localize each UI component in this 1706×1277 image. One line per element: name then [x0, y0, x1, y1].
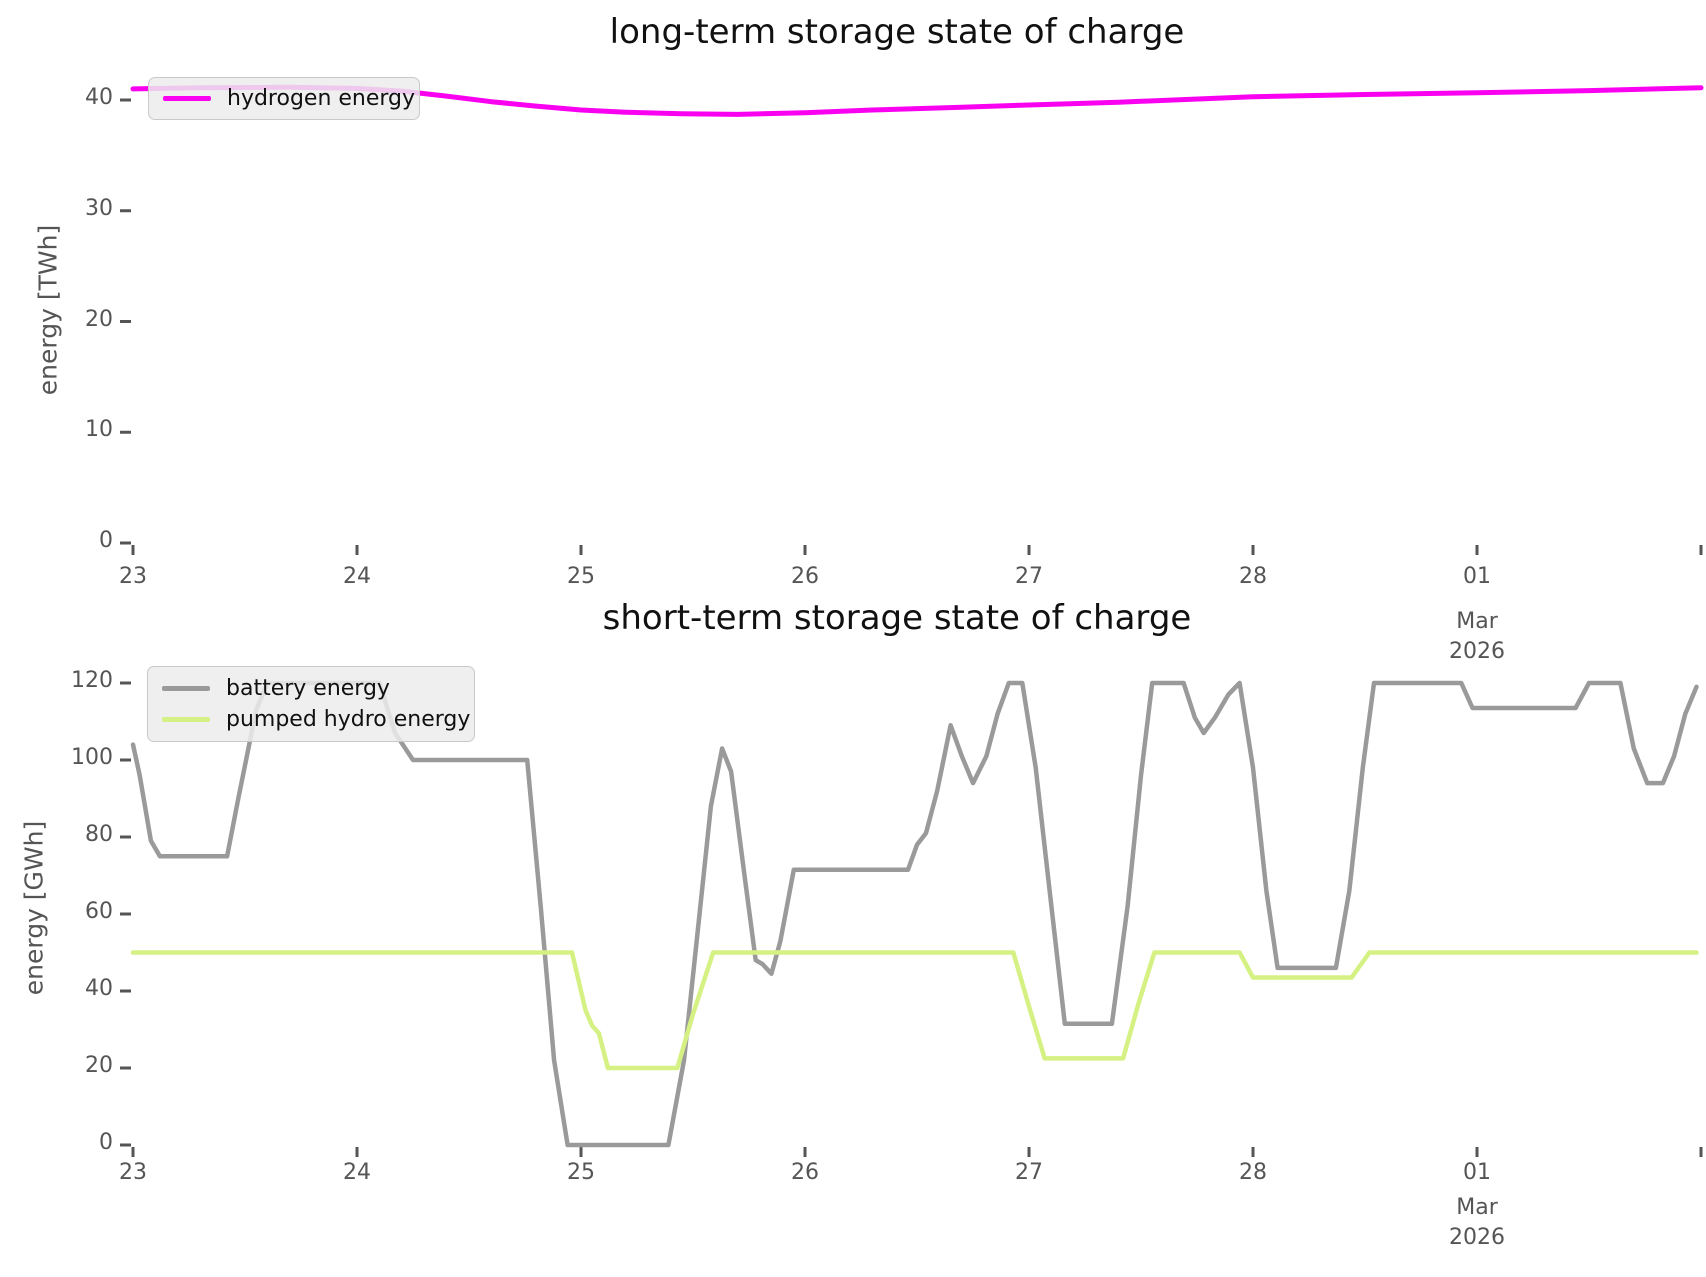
x-tick-label-23: 23: [119, 564, 147, 589]
legend-label: battery energy: [226, 676, 390, 701]
y-tick-label-40: 40: [85, 976, 113, 1001]
y-tick-label-120: 120: [71, 668, 113, 693]
y-tick-label-20: 20: [85, 306, 113, 332]
y-tick-label-10: 10: [85, 417, 113, 443]
x-tick-label-24: 24: [343, 1160, 371, 1185]
chart-title-short-term-storage: short-term storage state of charge: [602, 598, 1192, 638]
series-line-battery-energy: [130, 680, 1699, 1148]
legend-short-term: battery energy pumped hydro energy: [147, 666, 475, 742]
x-tick-label-28: 28: [1239, 1160, 1267, 1185]
y-tick-label-20: 20: [85, 1053, 113, 1078]
legend-label: hydrogen energy: [227, 86, 416, 111]
x-tick-label-26: 26: [791, 564, 819, 589]
x-tick-label-28: 28: [1239, 564, 1267, 589]
x-tick-label-25: 25: [567, 1160, 595, 1185]
y-tick-label-0: 0: [99, 528, 113, 553]
y-tick-label-80: 80: [85, 822, 113, 847]
series-line-pumped-hydro-energy: [130, 950, 1699, 1071]
battery-line-sample: [162, 686, 210, 691]
x-tick-sublabel-Mar: Mar: [1456, 609, 1498, 634]
legend-item-pumped-hydro-energy: pumped hydro energy: [162, 704, 470, 735]
y-tick-label-60: 60: [85, 899, 113, 924]
x-tick-label-26: 26: [791, 1160, 819, 1185]
x-tick-sublabel-Mar: Mar: [1456, 1195, 1498, 1220]
legend-item-hydrogen-energy: hydrogen energy: [163, 84, 415, 113]
x-tick-sublabel-2026: 2026: [1449, 639, 1505, 664]
x-tick-label-25: 25: [567, 564, 595, 589]
x-tick-label-23: 23: [119, 1160, 147, 1185]
y-tick-label-40: 40: [85, 85, 113, 110]
legend-long-term: hydrogen energy: [148, 77, 420, 120]
x-tick-label-24: 24: [343, 564, 371, 589]
legend-label: pumped hydro energy: [226, 707, 471, 732]
y-tick-label-30: 30: [85, 195, 113, 221]
pumped-hydro-line-sample: [162, 717, 210, 722]
hydrogen-line-sample: [163, 96, 211, 101]
legend-item-battery-energy: battery energy: [162, 673, 460, 704]
chart-title-long-term-storage: long-term storage state of charge: [609, 12, 1185, 52]
x-tick-label-27: 27: [1015, 1160, 1043, 1185]
x-tick-sublabel-2026: 2026: [1449, 1225, 1505, 1250]
x-tick-label-27: 27: [1015, 564, 1043, 589]
x-tick-label-01: 01: [1463, 564, 1491, 589]
y-tick-label-0: 0: [99, 1130, 113, 1155]
y-tick-label-100: 100: [71, 745, 113, 770]
x-tick-label-01: 01: [1463, 1160, 1491, 1185]
